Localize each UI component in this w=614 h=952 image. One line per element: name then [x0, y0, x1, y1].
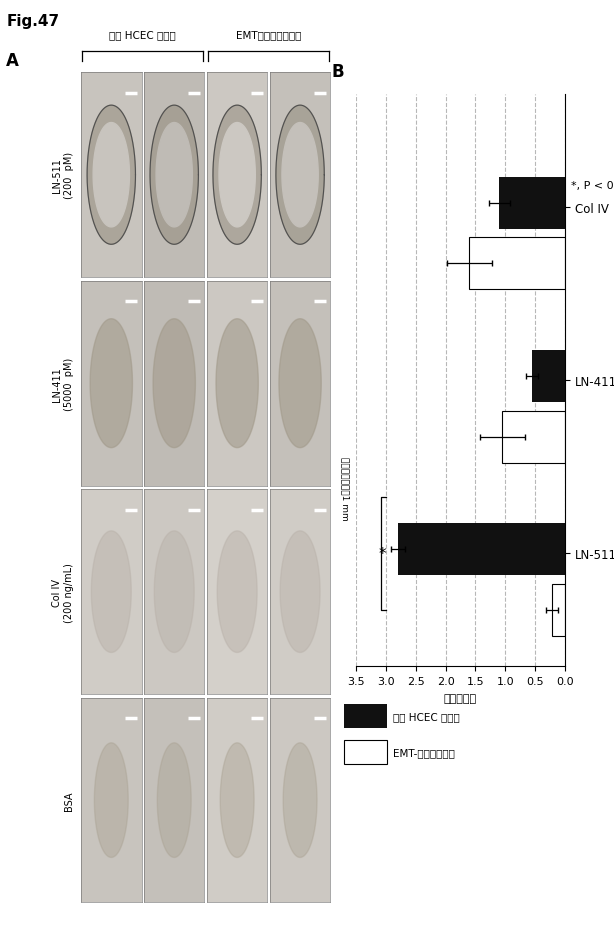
Polygon shape	[219, 124, 255, 228]
Polygon shape	[153, 319, 195, 448]
Polygon shape	[87, 106, 136, 245]
Polygon shape	[280, 531, 320, 653]
Polygon shape	[157, 743, 191, 858]
Text: A: A	[6, 52, 19, 70]
Polygon shape	[217, 531, 257, 653]
Text: *: *	[379, 546, 386, 562]
Polygon shape	[91, 531, 131, 653]
Polygon shape	[95, 743, 128, 858]
Polygon shape	[279, 319, 321, 448]
Polygon shape	[220, 743, 254, 858]
Text: *, P < 0.05: *, P < 0.05	[571, 181, 614, 190]
Text: スケールバー＝1 mm: スケールバー＝1 mm	[341, 456, 350, 520]
Bar	[344, 704, 387, 728]
Text: EMT-表現型亞集団: EMT-表現型亞集団	[393, 747, 455, 757]
Text: B: B	[332, 63, 344, 81]
Bar	[344, 741, 387, 764]
Polygon shape	[154, 531, 194, 653]
Text: EMT･表現型亞集団: EMT･表現型亞集団	[236, 30, 301, 40]
Polygon shape	[213, 106, 262, 245]
Text: 成熟 HCEC 亞集団: 成熟 HCEC 亞集団	[109, 30, 176, 40]
Text: Fig.47: Fig.47	[6, 14, 60, 30]
Text: LN-511
(200  pM): LN-511 (200 pM)	[52, 152, 74, 199]
Text: 成熟 HCEC 亞集団: 成熟 HCEC 亞集団	[393, 711, 460, 722]
Polygon shape	[90, 319, 133, 448]
Polygon shape	[276, 106, 324, 245]
Bar	[552, 585, 565, 636]
Polygon shape	[216, 319, 258, 448]
Bar	[499, 177, 565, 229]
Bar	[470, 238, 565, 290]
Polygon shape	[283, 743, 317, 858]
Bar	[502, 411, 565, 463]
Bar	[398, 524, 565, 576]
Text: Col IV
(200 ng/mL): Col IV (200 ng/mL)	[52, 562, 74, 622]
Text: BSA: BSA	[64, 790, 74, 810]
Polygon shape	[150, 106, 198, 245]
Polygon shape	[282, 124, 318, 228]
Polygon shape	[156, 124, 192, 228]
Bar	[532, 350, 565, 403]
X-axis label: 轝射強度比: 轝射強度比	[444, 693, 477, 703]
Text: LN-411
(5000  pM): LN-411 (5000 pM)	[52, 357, 74, 410]
Polygon shape	[93, 124, 130, 228]
